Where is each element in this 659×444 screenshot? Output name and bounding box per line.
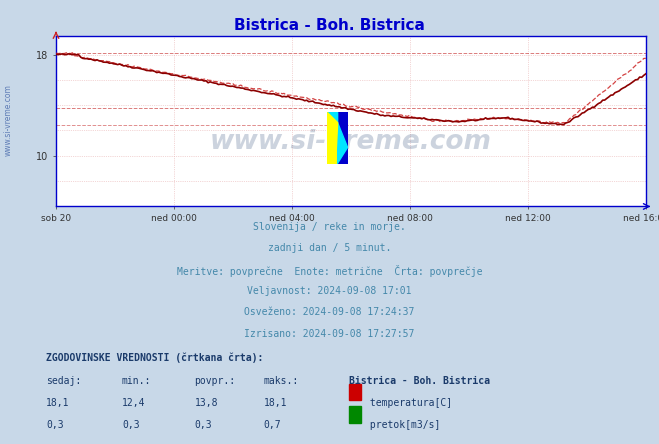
Text: 13,8: 13,8 — [194, 398, 218, 408]
Text: zadnji dan / 5 minut.: zadnji dan / 5 minut. — [268, 243, 391, 254]
Polygon shape — [328, 112, 337, 164]
Text: 18,1: 18,1 — [46, 398, 70, 408]
Text: ZGODOVINSKE VREDNOSTI (črtkana črta):: ZGODOVINSKE VREDNOSTI (črtkana črta): — [46, 353, 264, 364]
Polygon shape — [337, 148, 348, 164]
Text: www.si-vreme.com: www.si-vreme.com — [3, 84, 13, 156]
Text: Meritve: povprečne  Enote: metrične  Črta: povprečje: Meritve: povprečne Enote: metrične Črta:… — [177, 265, 482, 277]
Text: maks.:: maks.: — [264, 376, 299, 386]
Text: Bistrica - Boh. Bistrica: Bistrica - Boh. Bistrica — [349, 376, 490, 386]
Bar — [328, 112, 337, 164]
Text: 0,3: 0,3 — [194, 420, 212, 431]
Text: povpr.:: povpr.: — [194, 376, 235, 386]
Text: Veljavnost: 2024-09-08 17:01: Veljavnost: 2024-09-08 17:01 — [247, 286, 412, 296]
Text: 0,7: 0,7 — [264, 420, 281, 431]
Bar — [337, 112, 348, 164]
Text: www.si-vreme.com: www.si-vreme.com — [210, 128, 492, 155]
Text: pretok[m3/s]: pretok[m3/s] — [364, 420, 440, 431]
Text: 0,3: 0,3 — [122, 420, 140, 431]
Text: 18,1: 18,1 — [264, 398, 287, 408]
Polygon shape — [328, 112, 337, 123]
Text: 0,3: 0,3 — [46, 420, 64, 431]
Text: sedaj:: sedaj: — [46, 376, 81, 386]
Text: Slovenija / reke in morje.: Slovenija / reke in morje. — [253, 222, 406, 232]
Text: min.:: min.: — [122, 376, 152, 386]
Polygon shape — [337, 123, 348, 164]
Text: Bistrica - Boh. Bistrica: Bistrica - Boh. Bistrica — [234, 18, 425, 33]
Text: temperatura[C]: temperatura[C] — [364, 398, 452, 408]
Text: 12,4: 12,4 — [122, 398, 146, 408]
Text: Osveženo: 2024-09-08 17:24:37: Osveženo: 2024-09-08 17:24:37 — [244, 307, 415, 317]
Text: Izrisano: 2024-09-08 17:27:57: Izrisano: 2024-09-08 17:27:57 — [244, 329, 415, 339]
